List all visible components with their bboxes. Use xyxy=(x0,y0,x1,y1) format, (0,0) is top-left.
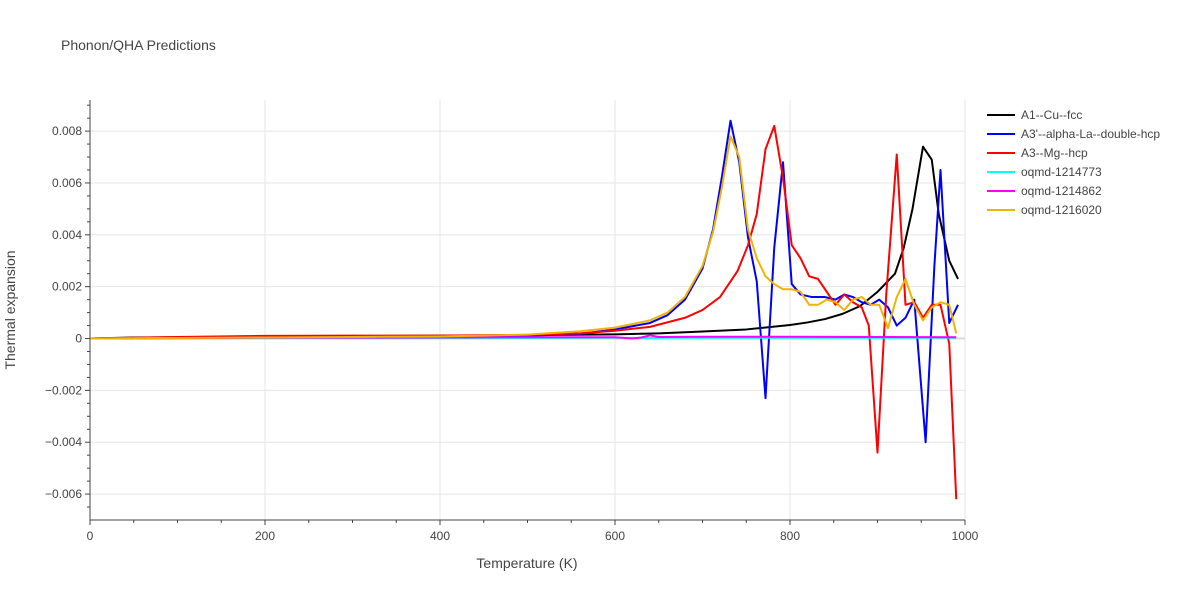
series-lines xyxy=(89,119,959,500)
series-line-oqmd-1214862[interactable] xyxy=(89,334,957,340)
y-axis-title: Thermal expansion xyxy=(2,250,18,369)
axes xyxy=(85,100,966,525)
y-tick-label: 0.002 xyxy=(52,280,82,294)
legend-label: oqmd-1214862 xyxy=(1021,184,1102,198)
x-tick-label: 0 xyxy=(87,529,94,543)
y-tick-label: 0.004 xyxy=(52,228,82,242)
y-tick-label: −0.004 xyxy=(45,435,82,449)
legend-item[interactable]: A3--Mg--hcp xyxy=(987,146,1088,160)
legend-item[interactable]: A1--Cu--fcc xyxy=(987,108,1082,122)
series-line-a1-cu-fcc[interactable] xyxy=(89,145,959,340)
y-tick-label: 0 xyxy=(75,332,82,346)
chart-title: Phonon/QHA Predictions xyxy=(61,37,216,53)
series-line-a3-alpha-la-double-hcp[interactable] xyxy=(89,119,959,444)
legend-label: oqmd-1216020 xyxy=(1021,203,1102,217)
legend-label: A3'--alpha-La--double-hcp xyxy=(1021,127,1160,141)
grid xyxy=(90,100,966,520)
legend-item[interactable]: oqmd-1214773 xyxy=(987,165,1102,179)
legend-label: A3--Mg--hcp xyxy=(1021,146,1088,160)
series-line-oqmd-1216020[interactable] xyxy=(89,135,958,340)
x-tick-labels: 0 200 400 600 800 1000 xyxy=(87,529,979,543)
x-axis-title: Temperature (K) xyxy=(476,555,577,571)
y-tick-label: 0.006 xyxy=(52,176,82,190)
series-line-a3-mg-hcp[interactable] xyxy=(89,124,958,500)
legend-item[interactable]: oqmd-1214862 xyxy=(987,184,1102,198)
legend-item[interactable]: A3'--alpha-La--double-hcp xyxy=(987,127,1160,141)
y-tick-label: −0.006 xyxy=(45,487,82,501)
legend-item[interactable]: oqmd-1216020 xyxy=(987,203,1102,217)
x-tick-label: 200 xyxy=(255,529,275,543)
legend-label: A1--Cu--fcc xyxy=(1021,108,1082,122)
y-tick-labels: −0.006 −0.004 −0.002 0 0.002 0.004 0.006 0.008 xyxy=(45,124,82,501)
x-tick-label: 800 xyxy=(780,529,800,543)
x-tick-label: 1000 xyxy=(952,529,979,543)
legend[interactable]: A1--Cu--fcc A3'--alpha-La--double-hcp A3--… xyxy=(987,108,1160,217)
y-tick-label: 0.008 xyxy=(52,124,82,138)
x-tick-label: 600 xyxy=(605,529,625,543)
legend-label: oqmd-1214773 xyxy=(1021,165,1102,179)
y-tick-label: −0.002 xyxy=(45,383,82,397)
x-tick-label: 400 xyxy=(430,529,450,543)
